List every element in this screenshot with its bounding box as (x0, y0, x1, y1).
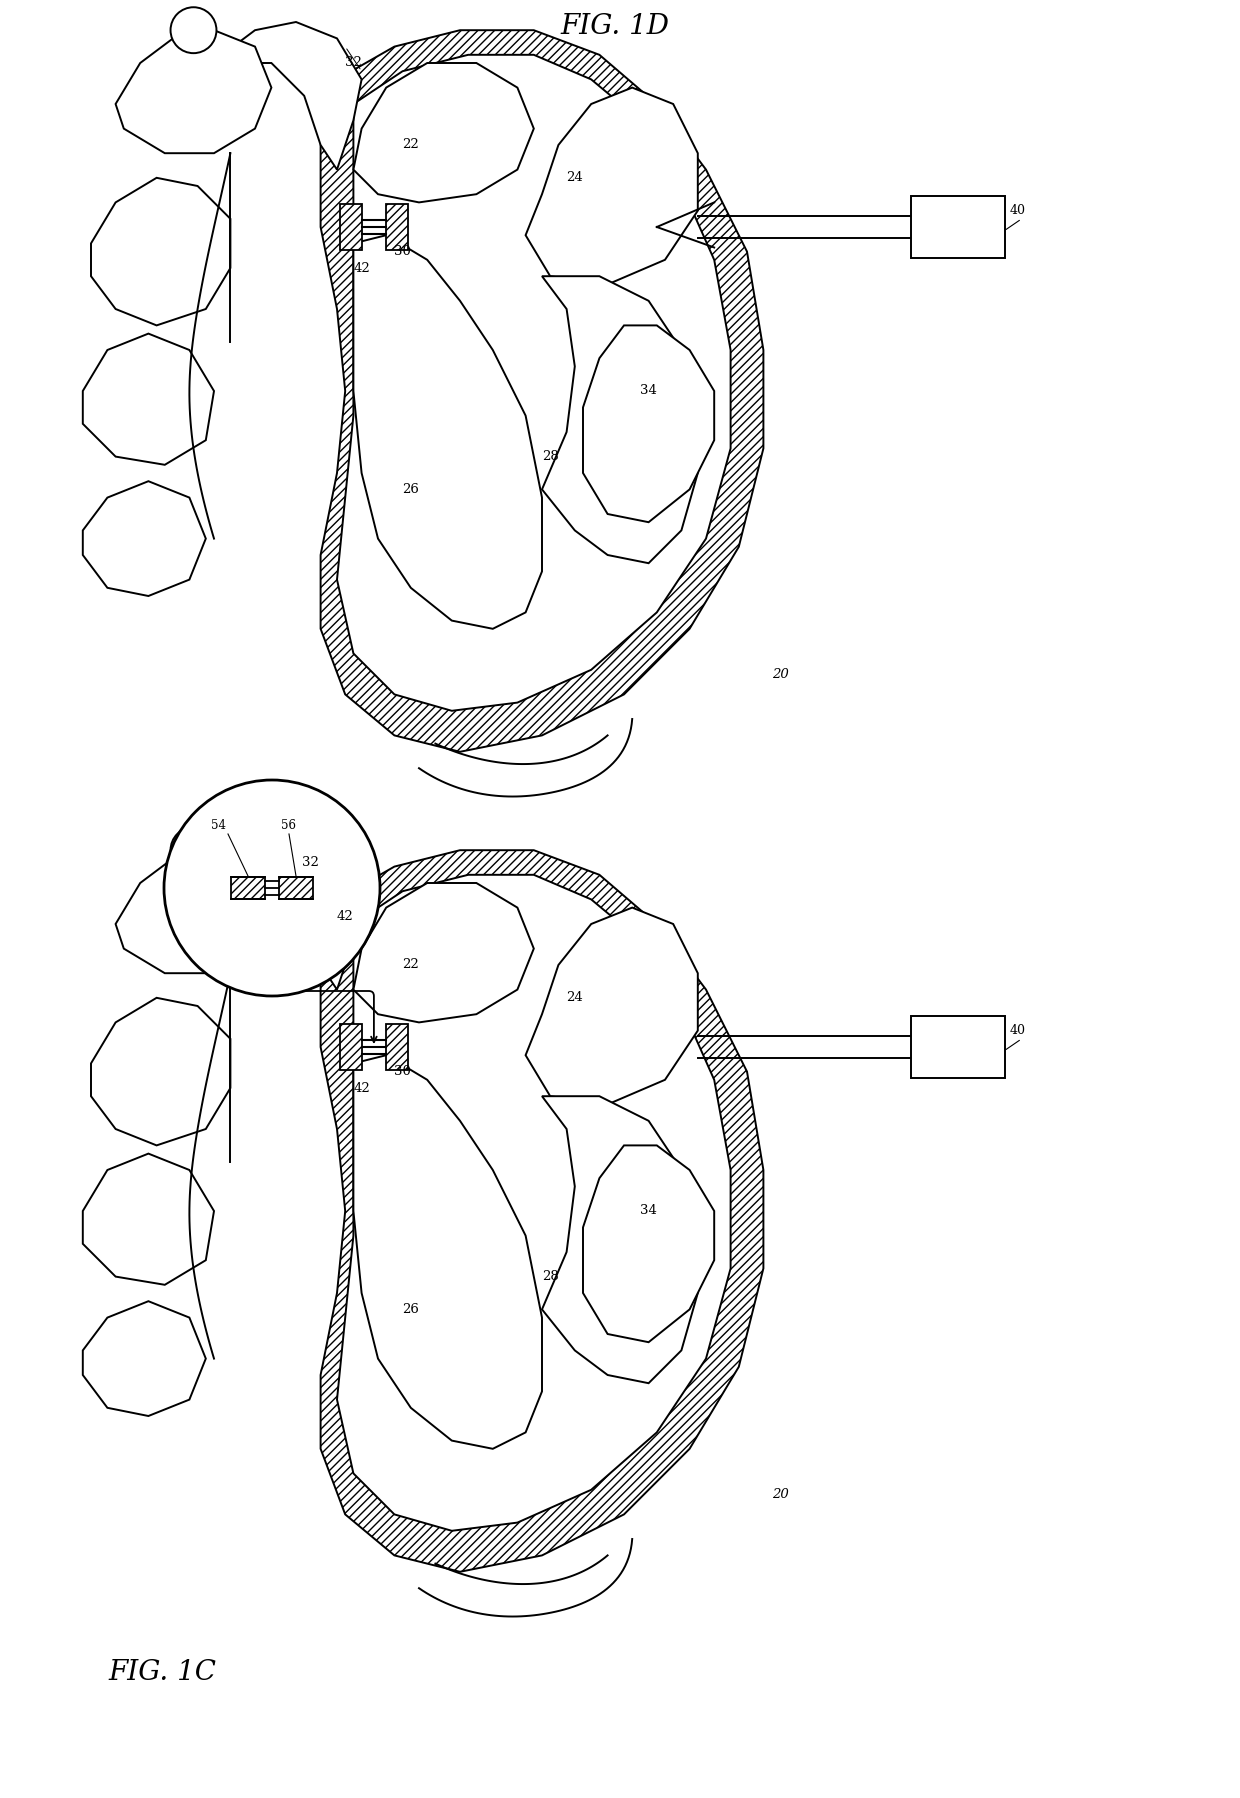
Polygon shape (115, 850, 272, 973)
Text: FIG. 1C: FIG. 1C (108, 1660, 216, 1687)
Polygon shape (542, 1097, 698, 1383)
Text: 26: 26 (403, 484, 419, 496)
Bar (911, 1016, 1006, 1079)
Text: 20: 20 (771, 1489, 789, 1501)
Text: 42: 42 (353, 1082, 371, 1095)
Text: 22: 22 (403, 958, 419, 971)
Polygon shape (83, 334, 215, 466)
Polygon shape (542, 277, 698, 563)
Polygon shape (83, 482, 206, 595)
Text: 24: 24 (567, 991, 583, 1005)
Polygon shape (83, 1154, 215, 1286)
Polygon shape (115, 31, 272, 153)
Polygon shape (353, 1055, 542, 1449)
Text: 34: 34 (640, 385, 657, 397)
Polygon shape (197, 841, 362, 989)
Text: 30: 30 (394, 245, 412, 259)
Bar (911, 196, 1006, 259)
Circle shape (164, 780, 379, 996)
Polygon shape (91, 998, 231, 1145)
Polygon shape (583, 1145, 714, 1341)
Bar (340, 1025, 362, 1070)
Polygon shape (321, 31, 764, 752)
Text: 32: 32 (345, 876, 362, 890)
Polygon shape (337, 876, 730, 1530)
Text: 42: 42 (337, 910, 353, 924)
Text: 42: 42 (353, 261, 371, 275)
Polygon shape (83, 1302, 206, 1417)
Polygon shape (353, 883, 533, 1023)
Text: 28: 28 (542, 1269, 559, 1284)
Text: 28: 28 (542, 450, 559, 464)
Text: 30: 30 (394, 1064, 412, 1079)
Text: 54: 54 (211, 818, 226, 832)
Polygon shape (91, 178, 231, 325)
Polygon shape (337, 54, 730, 710)
Polygon shape (526, 88, 698, 284)
Text: 56: 56 (281, 818, 296, 832)
Polygon shape (583, 325, 714, 521)
Text: 32: 32 (303, 856, 319, 870)
Text: 26: 26 (403, 1304, 419, 1316)
Polygon shape (526, 908, 698, 1104)
Circle shape (171, 7, 217, 54)
Circle shape (171, 827, 217, 874)
Text: 22: 22 (403, 138, 419, 151)
Polygon shape (321, 850, 764, 1571)
Text: 34: 34 (640, 1205, 657, 1217)
Text: 24: 24 (567, 171, 583, 185)
Bar (231, 877, 265, 899)
Polygon shape (353, 63, 533, 203)
Text: 40: 40 (1009, 1025, 1025, 1037)
Bar (340, 205, 362, 250)
Polygon shape (353, 236, 542, 629)
Text: 40: 40 (1009, 205, 1025, 218)
Bar (279, 877, 312, 899)
Text: 32: 32 (345, 56, 362, 70)
Polygon shape (197, 22, 362, 169)
Text: FIG. 1D: FIG. 1D (560, 13, 670, 40)
Text: 20: 20 (771, 669, 789, 681)
Bar (386, 205, 408, 250)
Bar (386, 1025, 408, 1070)
